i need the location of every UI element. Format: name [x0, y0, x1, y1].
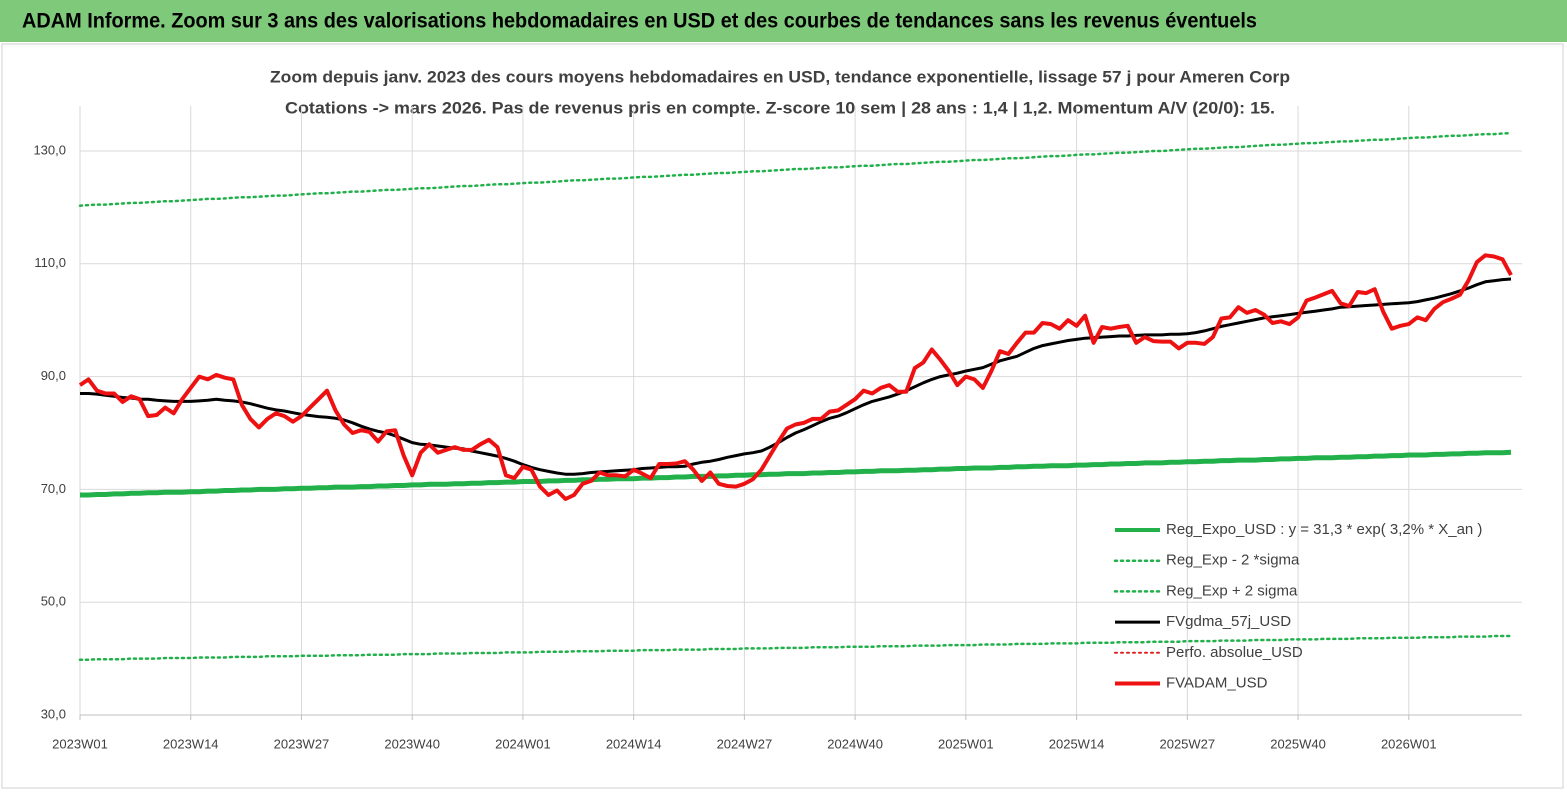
chart-subtitle: Cotations -> mars 2026. Pas de revenus p…: [285, 98, 1275, 117]
x-tick-label: 2024W01: [495, 736, 551, 751]
x-tick-label: 2023W14: [163, 736, 219, 751]
page-title: ADAM Informe. Zoom sur 3 ans des valoris…: [22, 10, 1257, 33]
series-line: [78, 634, 1513, 661]
legend-label: Reg_Exp - 2 *sigma: [1166, 552, 1300, 569]
y-tick-label: 110,0: [34, 255, 66, 270]
x-tick-label: 2026W01: [1381, 736, 1437, 751]
x-tick-label: 2023W01: [52, 736, 108, 751]
legend-label: FVADAM_USD: [1166, 674, 1268, 691]
x-tick-label: 2024W40: [827, 736, 883, 751]
y-tick-label: 50,0: [41, 594, 66, 609]
x-tick-label: 2024W14: [606, 736, 662, 751]
y-tick-label: 90,0: [41, 368, 66, 383]
x-tick-label: 2025W40: [1270, 736, 1326, 751]
x-tick-label: 2023W40: [384, 736, 440, 751]
series-line: [80, 449, 1512, 498]
x-tick-label: 2023W27: [274, 736, 330, 751]
chart-frame: [1, 43, 1564, 789]
y-tick-label: 130,0: [33, 142, 66, 157]
y-tick-label: 30,0: [41, 706, 66, 721]
x-tick-label: 2025W01: [938, 736, 994, 751]
plot: 30,0 50,0 70,0 90,0 110,0 130,0 2023W01 2023W14…: [33, 105, 1522, 751]
legend-label: Perfo. absolue_USD: [1166, 644, 1303, 661]
x-tick-label: 2025W14: [1049, 736, 1105, 751]
y-tick-label: 70,0: [41, 481, 66, 496]
x-tick-label: 2025W27: [1159, 736, 1215, 751]
x-tick-label: 2024W27: [717, 736, 773, 751]
chart-title: Zoom depuis janv. 2023 des cours moyens …: [270, 67, 1290, 86]
legend-label: Reg_Expo_USD : y = 31,3 * exp( 3,2% * X_…: [1166, 521, 1482, 538]
banner: [0, 0, 1567, 42]
series-line: [80, 277, 1512, 476]
legend-label: FVgdma_57j_USD: [1166, 613, 1291, 630]
legend-label: Reg_Exp + 2 sigma: [1166, 582, 1298, 599]
series-line: [78, 253, 1513, 501]
series-line: [78, 131, 1513, 207]
